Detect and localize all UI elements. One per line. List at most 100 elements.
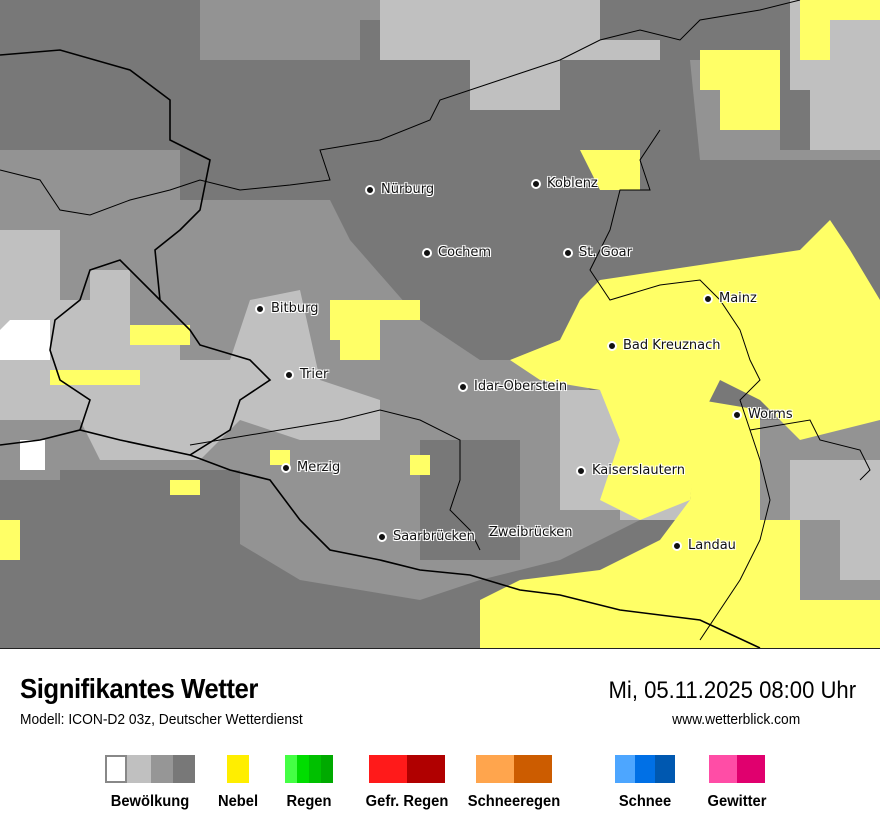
city-marker: Koblenz bbox=[531, 176, 598, 191]
state-borders bbox=[0, 0, 871, 641]
city-label: Bitburg bbox=[271, 301, 319, 316]
city-label: Koblenz bbox=[547, 176, 598, 191]
legend-swatches bbox=[615, 755, 675, 783]
legend-group: Gewitter bbox=[708, 755, 766, 810]
legend-group: Nebel bbox=[218, 755, 258, 810]
city-label: Trier bbox=[300, 367, 329, 382]
cloud-light-area bbox=[0, 230, 380, 460]
legend-label: Schneeregen bbox=[467, 793, 561, 810]
city-dot-icon bbox=[281, 462, 291, 473]
city-label: Merzig bbox=[297, 460, 341, 475]
city-marker: St. Goar bbox=[563, 245, 632, 260]
city-marker: Idar-Oberstein bbox=[458, 379, 567, 394]
city-dot-icon bbox=[563, 247, 573, 258]
weather-map: Nürburg Koblenz Cochem St. Goar Mainz Bi… bbox=[0, 0, 880, 648]
city-dot-icon bbox=[531, 178, 541, 189]
city-label: St. Goar bbox=[579, 245, 632, 260]
city-marker: Worms bbox=[732, 407, 793, 422]
legend-swatch bbox=[615, 755, 635, 783]
legend-group: Regen bbox=[285, 755, 333, 810]
city-label: Landau bbox=[688, 538, 736, 553]
legend-swatch bbox=[321, 755, 333, 783]
legend-group: Schnee bbox=[615, 755, 675, 810]
legend-swatches bbox=[227, 755, 249, 783]
legend-label: Gefr. Regen bbox=[365, 793, 449, 810]
legend-swatch bbox=[514, 755, 552, 783]
city-label: Bad Kreuznach bbox=[623, 338, 721, 353]
map-footer: Signifikantes Wetter Modell: ICON-D2 03z… bbox=[0, 648, 880, 831]
legend-swatch bbox=[476, 755, 514, 783]
city-label: Mainz bbox=[719, 291, 757, 306]
city-label: Saarbrücken bbox=[393, 529, 475, 544]
legend-group: Bewölkung bbox=[105, 755, 195, 810]
fog-area bbox=[510, 220, 880, 520]
city-dot-icon bbox=[377, 531, 387, 542]
legend-label: Nebel bbox=[217, 793, 259, 810]
city-label: Zweibrücken bbox=[489, 525, 573, 540]
city-marker: Bad Kreuznach bbox=[607, 338, 721, 353]
forecast-datetime: Mi, 05.11.2025 08:00 Uhr bbox=[608, 677, 856, 704]
legend-swatch bbox=[655, 755, 675, 783]
legend-group: Gefr. Regen bbox=[366, 755, 448, 810]
city-dot-icon bbox=[422, 247, 432, 258]
fog-area bbox=[0, 300, 680, 560]
model-info: Modell: ICON-D2 03z, Deutscher Wetterdie… bbox=[20, 711, 303, 728]
legend: Bewölkung Nebel Regen Gefr. Regen Schneerege… bbox=[0, 755, 880, 815]
city-label: Nürburg bbox=[381, 182, 435, 197]
city-marker: Zweibrücken bbox=[489, 525, 572, 540]
legend-swatch bbox=[297, 755, 309, 783]
city-dot-icon bbox=[576, 465, 586, 476]
city-label: Cochem bbox=[438, 245, 492, 260]
map-layers bbox=[0, 0, 880, 648]
legend-swatch bbox=[369, 755, 407, 783]
map-title: Signifikantes Wetter bbox=[20, 673, 258, 704]
legend-swatch bbox=[737, 755, 765, 783]
legend-swatch bbox=[151, 755, 173, 783]
city-marker: Mainz bbox=[703, 291, 757, 306]
city-label: Kaiserslautern bbox=[592, 463, 686, 478]
fog-area bbox=[480, 400, 880, 648]
cloud-light-area bbox=[790, 460, 880, 580]
legend-swatches bbox=[105, 755, 195, 783]
legend-swatch bbox=[105, 755, 127, 783]
legend-swatch bbox=[285, 755, 297, 783]
city-dot-icon bbox=[284, 369, 294, 380]
legend-swatch bbox=[227, 755, 249, 783]
city-dot-icon bbox=[255, 303, 265, 314]
legend-label: Regen bbox=[286, 793, 332, 810]
country-borders bbox=[0, 49, 761, 648]
city-dot-icon bbox=[703, 293, 713, 304]
legend-label: Gewitter bbox=[707, 793, 767, 810]
legend-swatch bbox=[635, 755, 655, 783]
city-dot-icon bbox=[365, 184, 375, 195]
city-label: Worms bbox=[748, 407, 793, 422]
legend-swatch bbox=[173, 755, 195, 783]
legend-swatches bbox=[285, 755, 333, 783]
city-dot-icon bbox=[672, 540, 682, 551]
cloud-light-area bbox=[380, 0, 660, 110]
legend-swatch bbox=[709, 755, 737, 783]
city-marker: Landau bbox=[672, 538, 736, 553]
city-dot-icon bbox=[458, 381, 468, 392]
legend-swatches bbox=[709, 755, 765, 783]
legend-swatch bbox=[407, 755, 445, 783]
city-marker: Cochem bbox=[422, 245, 491, 260]
city-dot-icon bbox=[607, 340, 617, 351]
city-marker: Trier bbox=[284, 367, 328, 382]
legend-group: Schneeregen bbox=[468, 755, 560, 810]
city-marker: Bitburg bbox=[255, 301, 319, 316]
legend-label: Schnee bbox=[618, 793, 672, 810]
city-dot-icon bbox=[732, 409, 742, 420]
city-marker: Saarbrücken bbox=[377, 529, 475, 544]
legend-label: Bewölkung bbox=[110, 793, 190, 810]
website-link[interactable]: www.wetterblick.com bbox=[671, 711, 800, 728]
legend-swatches bbox=[476, 755, 552, 783]
legend-swatches bbox=[369, 755, 445, 783]
city-label: Idar-Oberstein bbox=[474, 379, 568, 394]
city-marker: Merzig bbox=[281, 460, 340, 475]
legend-swatch bbox=[127, 755, 151, 783]
city-marker: Nürburg bbox=[365, 182, 434, 197]
legend-swatch bbox=[309, 755, 321, 783]
city-marker: Kaiserslautern bbox=[576, 463, 685, 478]
cloud-white-area bbox=[0, 320, 50, 470]
